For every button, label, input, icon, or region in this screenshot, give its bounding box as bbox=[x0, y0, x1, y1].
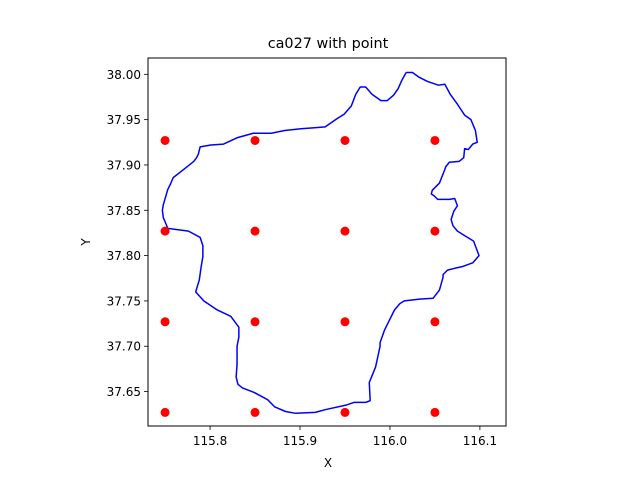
scatter-point bbox=[340, 407, 350, 417]
scatter-point bbox=[250, 135, 260, 145]
x-tick-label: 116.1 bbox=[463, 434, 497, 448]
scatter-point bbox=[340, 226, 350, 236]
scatter-point bbox=[430, 135, 440, 145]
scatter-point bbox=[430, 407, 440, 417]
y-tick-label: 37.75 bbox=[107, 294, 141, 308]
scatter-point bbox=[340, 317, 350, 327]
x-axis-label: X bbox=[324, 456, 332, 470]
scatter-point bbox=[250, 407, 260, 417]
scatter-point bbox=[160, 226, 170, 236]
scatter-point bbox=[340, 135, 350, 145]
y-tick-label: 37.80 bbox=[107, 249, 141, 263]
scatter-point bbox=[160, 135, 170, 145]
y-tick-label: 38.00 bbox=[107, 68, 141, 82]
y-tick-label: 37.90 bbox=[107, 158, 141, 172]
plot-area bbox=[160, 71, 480, 417]
x-axis: 115.8 115.9 116.0 116.1 bbox=[193, 426, 497, 448]
scatter-point bbox=[430, 226, 440, 236]
scatter-point bbox=[160, 317, 170, 327]
axes-frame bbox=[147, 57, 507, 427]
y-axis-label: Y bbox=[79, 238, 93, 247]
x-tick-label: 115.9 bbox=[283, 434, 317, 448]
y-tick-label: 37.70 bbox=[107, 340, 141, 354]
y-axis: 37.65 37.70 37.75 37.80 37.85 37.90 37.95 38.00 bbox=[107, 68, 148, 399]
chart-title: ca027 with point bbox=[268, 36, 389, 52]
scatter-point bbox=[160, 407, 170, 417]
scatter-point bbox=[250, 317, 260, 327]
x-tick-label: 116.0 bbox=[373, 434, 407, 448]
scatter-point bbox=[430, 317, 440, 327]
y-tick-label: 37.65 bbox=[107, 385, 141, 399]
y-tick-label: 37.95 bbox=[107, 113, 141, 127]
y-tick-label: 37.85 bbox=[107, 204, 141, 218]
x-tick-label: 115.8 bbox=[193, 434, 227, 448]
boundary-line bbox=[161, 71, 480, 415]
scatter-point bbox=[250, 226, 260, 236]
